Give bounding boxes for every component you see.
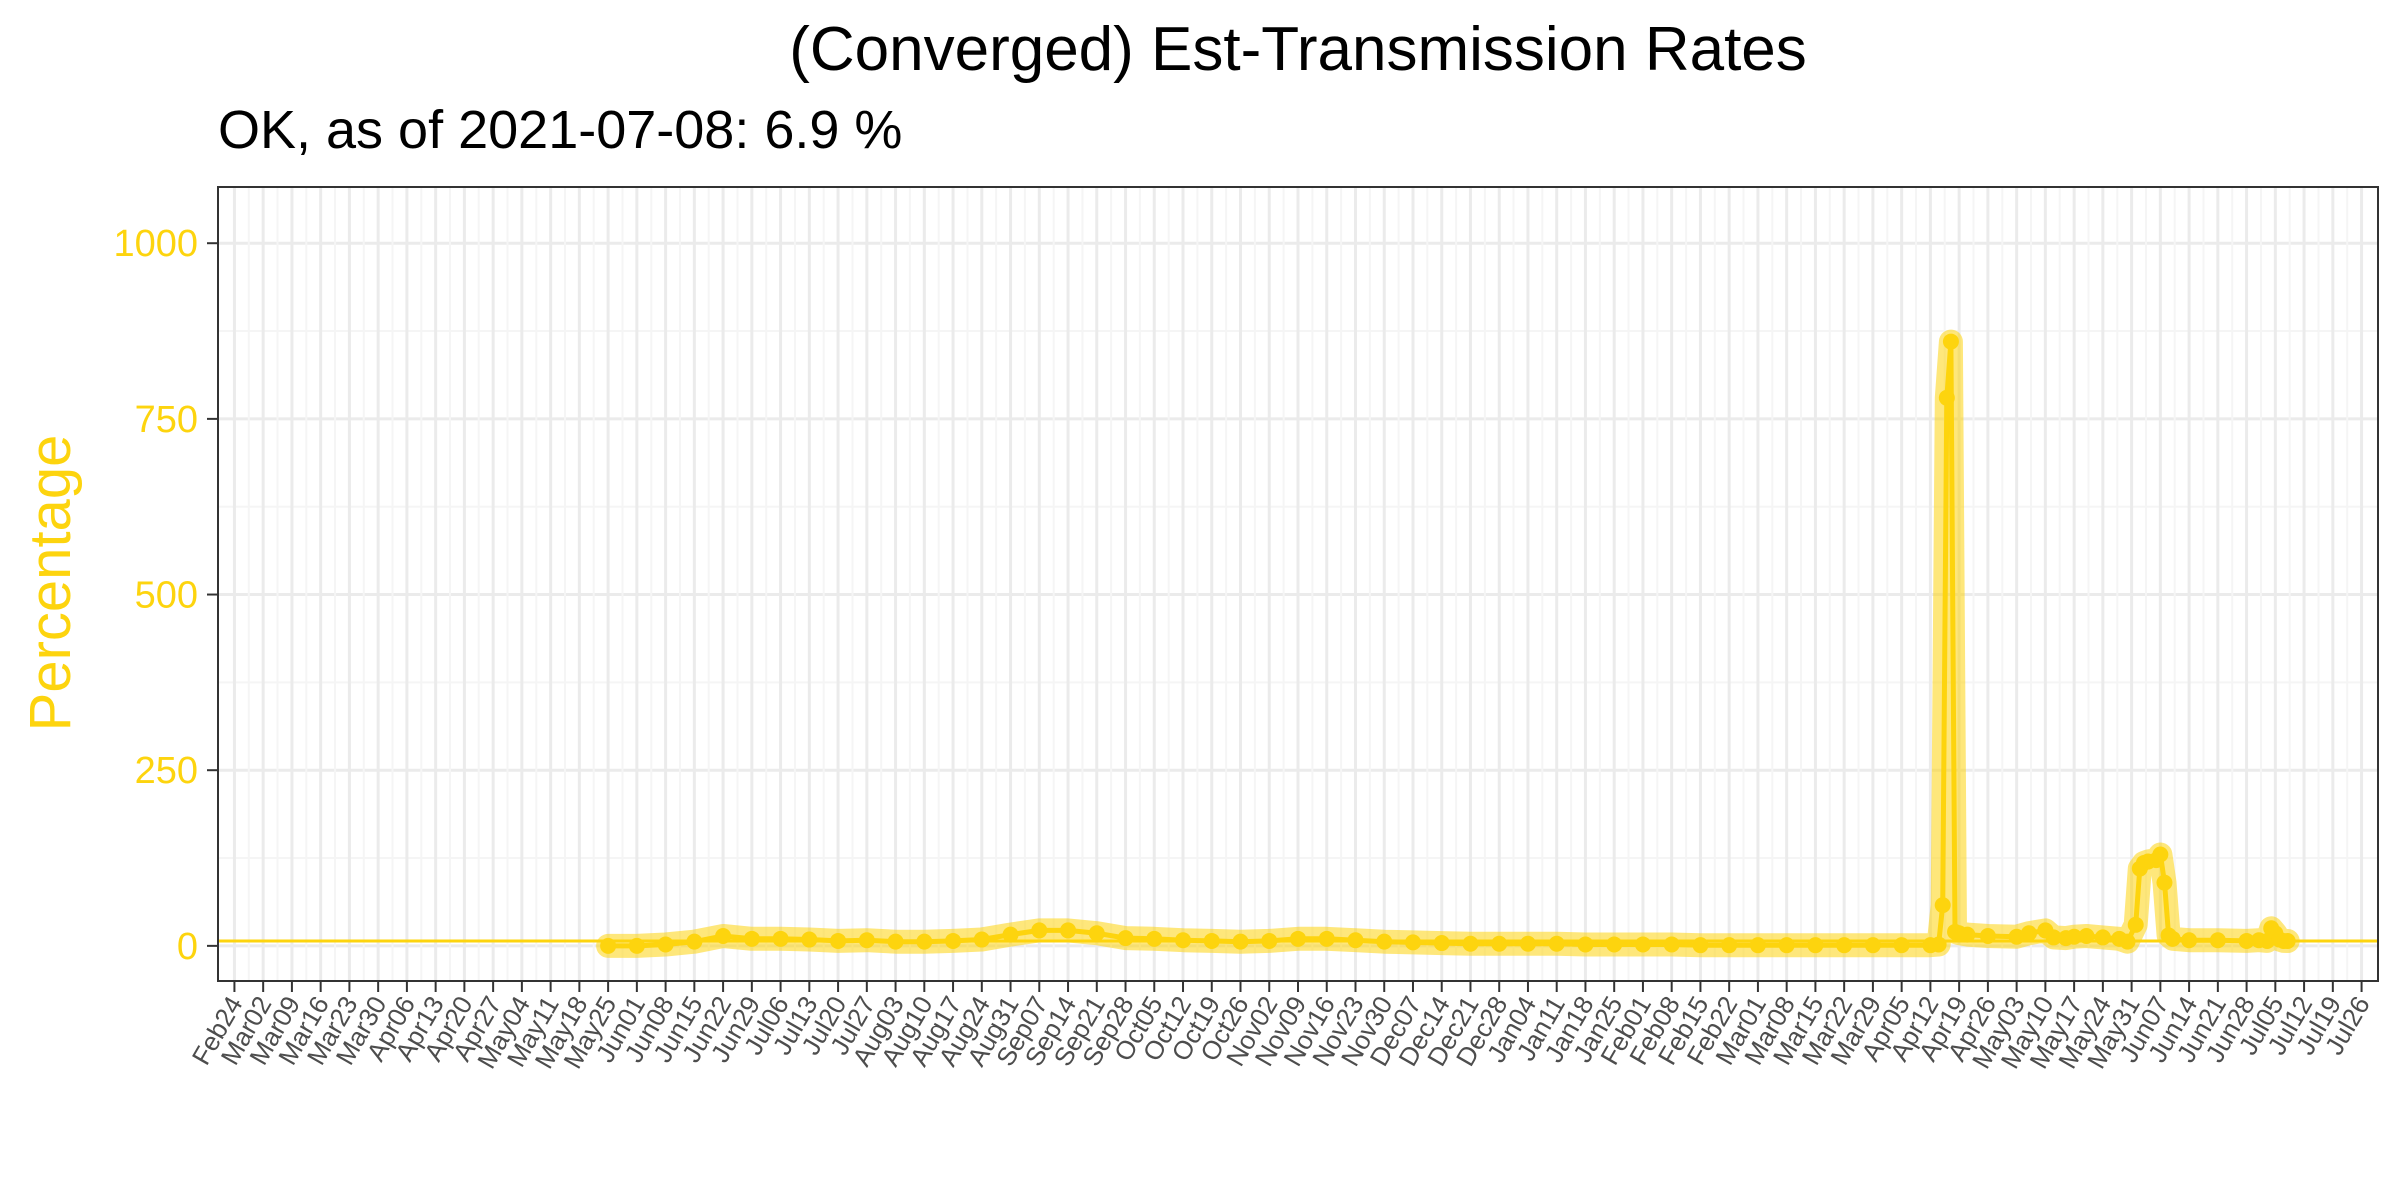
data-point (1930, 936, 1947, 953)
data-point (1146, 930, 1163, 947)
data-point (1175, 932, 1192, 949)
data-point (715, 928, 732, 945)
y-tick-label: 1000 (113, 223, 198, 265)
data-point (945, 932, 962, 949)
data-point (772, 930, 789, 947)
data-point (2156, 874, 2173, 891)
data-point (1088, 925, 1105, 942)
chart-title: (Converged) Est-Transmission Rates (789, 15, 1807, 84)
data-point (887, 933, 904, 950)
data-point (1864, 937, 1881, 954)
data-point (1060, 922, 1077, 939)
data-point (686, 933, 703, 950)
data-point (1203, 932, 1220, 949)
y-axis-label: Percentage (18, 435, 83, 732)
data-point (2078, 928, 2095, 945)
data-point (2279, 933, 2296, 950)
data-point (2164, 930, 2181, 947)
data-point (801, 931, 818, 948)
grid (218, 187, 2378, 981)
data-point (1433, 935, 1450, 952)
data-point (2020, 925, 2037, 942)
data-point (1749, 937, 1766, 954)
data-point (1290, 930, 1306, 947)
x-axis: Feb24Mar02Mar09Mar16Mar23Mar30Apr06Apr13… (186, 981, 2376, 1074)
data-point (2045, 929, 2062, 946)
data-point (2209, 932, 2226, 949)
data-point (830, 932, 847, 949)
data-point (2152, 846, 2169, 863)
data-point (743, 930, 760, 947)
data-point (1404, 934, 1421, 951)
data-point (657, 936, 674, 953)
data-point (1634, 936, 1651, 953)
data-point (1836, 937, 1853, 954)
y-tick-label: 750 (135, 399, 198, 441)
series-line (608, 339, 2288, 949)
data-point (1347, 932, 1364, 949)
y-tick-label: 250 (135, 750, 198, 792)
data-point (2119, 933, 2136, 950)
y-axis: 0 250 500 750 1000 (113, 223, 218, 968)
data-point (2094, 929, 2111, 946)
data-point (628, 937, 645, 954)
y-tick-label: 500 (135, 575, 198, 617)
series-band (596, 329, 2300, 958)
data-point (1938, 389, 1955, 406)
data-point (1519, 935, 1536, 952)
data-point (1778, 937, 1795, 954)
series-layer (596, 329, 2300, 958)
data-point (973, 931, 990, 948)
data-point (2066, 928, 2083, 945)
data-point (1117, 930, 1134, 947)
data-point (1261, 932, 1278, 949)
data-point (1577, 936, 1594, 953)
data-point (1934, 897, 1951, 914)
data-point (1232, 933, 1249, 950)
data-point (1376, 933, 1393, 950)
data-point (858, 932, 875, 949)
data-point (2181, 932, 2198, 949)
data-point (1462, 935, 1479, 952)
data-point (1606, 936, 1623, 953)
data-point (2127, 916, 2144, 933)
data-point (1979, 928, 1996, 945)
data-point (1318, 930, 1335, 947)
data-point (600, 937, 617, 954)
data-point (1959, 926, 1976, 943)
data-point (1942, 333, 1959, 350)
data-point (1002, 926, 1019, 943)
data-point (1893, 937, 1910, 954)
data-point (1721, 937, 1738, 954)
data-point (1491, 935, 1508, 952)
y-tick-label: 0 (177, 926, 198, 968)
data-point (1031, 922, 1048, 939)
data-point (1692, 937, 1709, 954)
data-point (2238, 932, 2255, 949)
data-point (1548, 935, 1565, 952)
data-point (1663, 936, 1680, 953)
data-point (2008, 928, 2025, 945)
data-point (916, 933, 933, 950)
chart-subtitle: OK, as of 2021-07-08: 6.9 % (218, 100, 902, 160)
data-point (1807, 937, 1824, 954)
